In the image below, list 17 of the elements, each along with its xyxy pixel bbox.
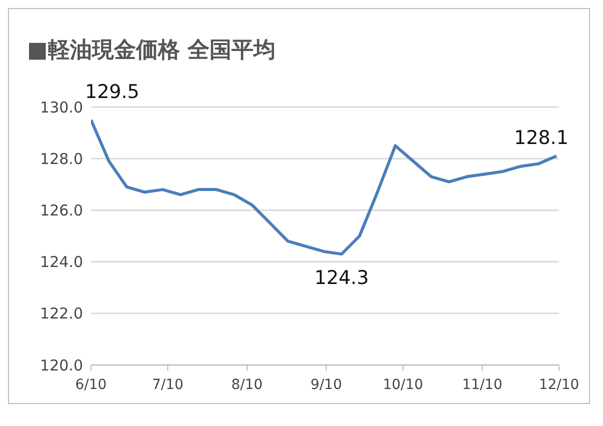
- y-tick-label: 120.0: [40, 356, 83, 374]
- data-label: 124.3: [314, 267, 369, 290]
- y-tick-label: 128.0: [40, 150, 83, 168]
- x-tick-label: 12/10: [538, 376, 580, 393]
- x-tick-label: 11/10: [462, 376, 502, 393]
- x-tick-label: 8/10: [231, 376, 263, 393]
- x-tick-label: 6/10: [75, 376, 107, 393]
- y-tick-label: 124.0: [40, 253, 83, 272]
- chart-title: ■軽油現金価格 全国平均: [27, 37, 276, 65]
- x-tick-label: 9/10: [310, 376, 342, 393]
- data-label: 128.1: [514, 127, 568, 150]
- data-label: 129.5: [85, 80, 140, 103]
- y-tick-label: 122.0: [40, 304, 83, 323]
- y-tick-label: 126.0: [40, 202, 83, 220]
- x-tick-label: 10/10: [382, 376, 424, 393]
- x-tick-label: 7/10: [152, 376, 184, 393]
- y-tick-label: 130.0: [40, 98, 83, 116]
